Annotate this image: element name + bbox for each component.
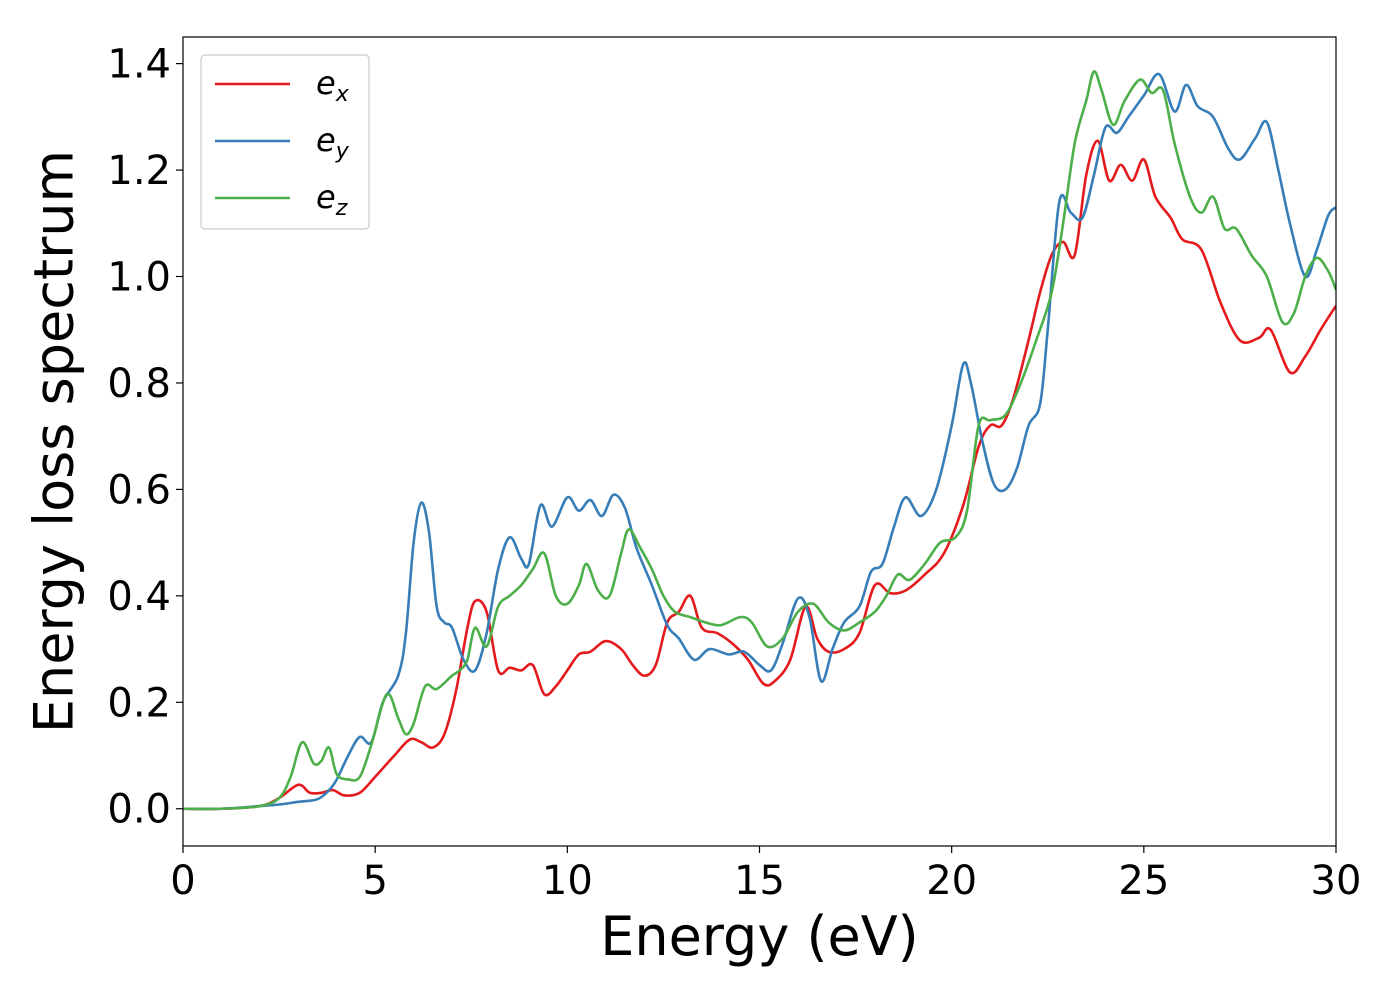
x-tick-label: 10: [542, 858, 593, 904]
x-tick-label: 15: [734, 858, 785, 904]
series-line-z: [183, 70, 1336, 811]
ticks-layer: 0 5 10 15 20 25 30 0.0 0.2 0.4 0.6 0.8 1.0 1.2 1.4: [107, 42, 1361, 904]
x-tick-label: 30: [1311, 858, 1362, 904]
x-tick-label: 5: [362, 858, 387, 904]
series-line-y: [183, 72, 1336, 811]
legend-label-y: ey: [316, 121, 350, 164]
y-tick-label: 0.2: [107, 680, 171, 726]
x-axis-label: Energy (eV): [600, 905, 919, 968]
y-tick-label: 1.0: [107, 255, 171, 301]
legend: ex ey ez: [200, 54, 370, 230]
legend-entries: ex ey ez: [215, 64, 350, 221]
series-line-x: [183, 139, 1336, 811]
y-tick-label: 0.6: [107, 467, 171, 513]
y-tick-label: 0.4: [107, 574, 171, 620]
x-tick-label: 25: [1118, 858, 1169, 904]
x-tick-label: 0: [170, 858, 195, 904]
y-axis-label: Energy loss spectrum: [23, 150, 86, 733]
legend-label-x: ex: [316, 64, 350, 107]
y-tick-label: 1.4: [107, 42, 171, 88]
legend-label-z: ez: [316, 178, 348, 221]
series-layer: [183, 70, 1336, 811]
x-tick-label: 20: [926, 858, 977, 904]
y-tick-label: 1.2: [107, 148, 171, 194]
y-tick-label: 0.0: [107, 787, 171, 833]
y-tick-label: 0.8: [107, 361, 171, 407]
